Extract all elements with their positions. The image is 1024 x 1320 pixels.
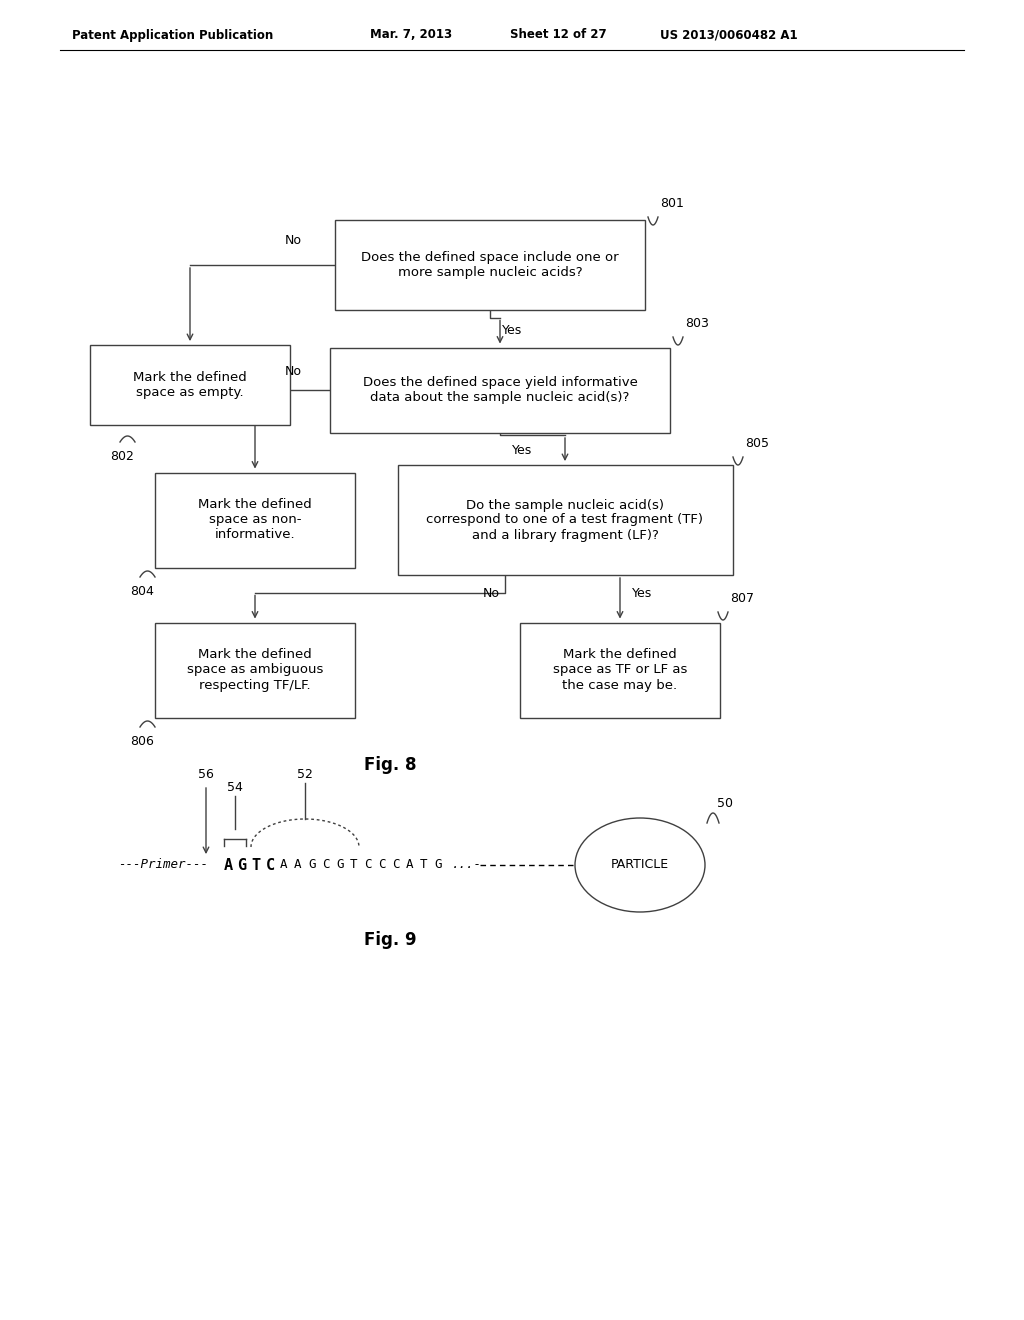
Text: Mark the defined
space as non-
informative.: Mark the defined space as non- informati… bbox=[198, 499, 312, 541]
Text: C: C bbox=[323, 858, 330, 871]
Text: T: T bbox=[252, 858, 260, 873]
Text: Do the sample nucleic acid(s)
correspond to one of a test fragment (TF)
and a li: Do the sample nucleic acid(s) correspond… bbox=[427, 499, 703, 541]
Text: A: A bbox=[223, 858, 232, 873]
Text: ...-: ...- bbox=[452, 858, 482, 871]
Text: 801: 801 bbox=[660, 197, 684, 210]
Text: A: A bbox=[294, 858, 302, 871]
Text: Patent Application Publication: Patent Application Publication bbox=[72, 29, 273, 41]
Text: Fig. 9: Fig. 9 bbox=[364, 931, 417, 949]
Text: T: T bbox=[420, 858, 428, 871]
Text: C: C bbox=[392, 858, 399, 871]
Text: Mar. 7, 2013: Mar. 7, 2013 bbox=[370, 29, 453, 41]
Text: 50: 50 bbox=[717, 797, 733, 810]
Text: No: No bbox=[483, 587, 500, 601]
Text: US 2013/0060482 A1: US 2013/0060482 A1 bbox=[660, 29, 798, 41]
Text: Yes: Yes bbox=[502, 323, 522, 337]
Text: Fig. 8: Fig. 8 bbox=[364, 756, 416, 774]
Text: 56: 56 bbox=[198, 768, 214, 781]
Text: C: C bbox=[365, 858, 372, 871]
Text: 804: 804 bbox=[130, 585, 154, 598]
Text: G: G bbox=[434, 858, 441, 871]
Text: C: C bbox=[378, 858, 386, 871]
Text: C: C bbox=[265, 858, 274, 873]
Text: A: A bbox=[281, 858, 288, 871]
FancyBboxPatch shape bbox=[397, 465, 732, 576]
Text: Sheet 12 of 27: Sheet 12 of 27 bbox=[510, 29, 606, 41]
Text: 803: 803 bbox=[685, 317, 709, 330]
FancyBboxPatch shape bbox=[155, 623, 355, 718]
Text: G: G bbox=[308, 858, 315, 871]
Text: Does the defined space yield informative
data about the sample nucleic acid(s)?: Does the defined space yield informative… bbox=[362, 376, 637, 404]
FancyBboxPatch shape bbox=[90, 345, 290, 425]
Text: 802: 802 bbox=[110, 450, 134, 463]
Text: ---Primer---: ---Primer--- bbox=[118, 858, 208, 871]
Text: 52: 52 bbox=[297, 768, 313, 781]
Text: A: A bbox=[407, 858, 414, 871]
Text: G: G bbox=[238, 858, 247, 873]
Text: 806: 806 bbox=[130, 735, 154, 748]
Text: No: No bbox=[285, 366, 302, 378]
Text: Yes: Yes bbox=[632, 587, 652, 601]
FancyBboxPatch shape bbox=[330, 347, 670, 433]
FancyBboxPatch shape bbox=[520, 623, 720, 718]
Text: PARTICLE: PARTICLE bbox=[611, 858, 669, 871]
Text: Yes: Yes bbox=[512, 445, 532, 458]
Text: 807: 807 bbox=[730, 591, 754, 605]
Text: G: G bbox=[336, 858, 344, 871]
Ellipse shape bbox=[575, 818, 705, 912]
Text: 54: 54 bbox=[227, 781, 243, 795]
Text: Mark the defined
space as ambiguous
respecting TF/LF.: Mark the defined space as ambiguous resp… bbox=[186, 648, 324, 692]
Text: Mark the defined
space as TF or LF as
the case may be.: Mark the defined space as TF or LF as th… bbox=[553, 648, 687, 692]
Text: 805: 805 bbox=[745, 437, 769, 450]
FancyBboxPatch shape bbox=[335, 220, 645, 310]
Text: No: No bbox=[285, 234, 301, 247]
FancyBboxPatch shape bbox=[155, 473, 355, 568]
Text: T: T bbox=[350, 858, 357, 871]
Text: Mark the defined
space as empty.: Mark the defined space as empty. bbox=[133, 371, 247, 399]
Text: Does the defined space include one or
more sample nucleic acids?: Does the defined space include one or mo… bbox=[361, 251, 618, 279]
